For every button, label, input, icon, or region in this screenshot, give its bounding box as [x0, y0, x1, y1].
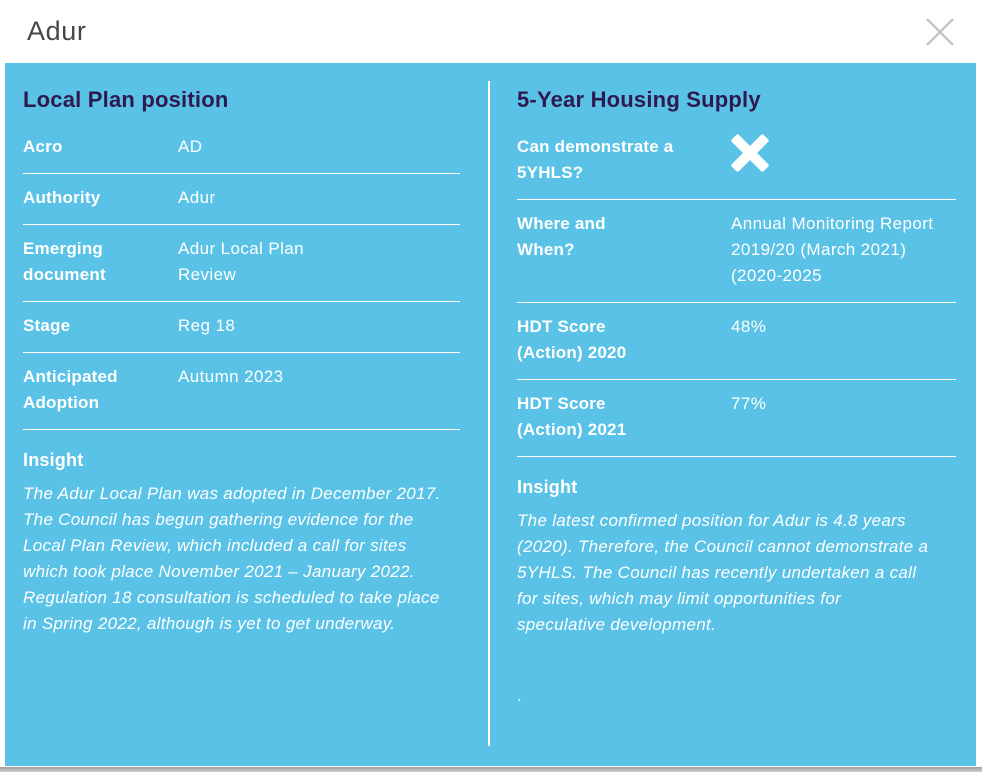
modal-header: Adur: [0, 0, 982, 63]
table-row-anticipated-adoption: Anticipated Adoption Autumn 2023: [23, 353, 460, 430]
table-row-authority: Authority Adur: [23, 174, 460, 225]
row-label: Anticipated Adoption: [23, 367, 118, 412]
row-value: Reg 18: [178, 316, 236, 335]
row-value: [731, 134, 956, 170]
row-label: HDT Score (Action) 2020: [517, 317, 627, 362]
table-row-acro: Acro AD: [23, 123, 460, 174]
row-label: HDT Score (Action) 2021: [517, 394, 627, 439]
row-value: 48%: [731, 317, 767, 336]
insight-text: The Adur Local Plan was adopted in Decem…: [23, 484, 441, 633]
row-label: Can demonstrate a 5YHLS?: [517, 137, 674, 182]
cross-icon: [731, 136, 769, 170]
housing-supply-heading: 5-Year Housing Supply: [517, 87, 761, 112]
row-label: Where and When?: [517, 214, 606, 259]
table-row-where-and-when: Where and When? Annual Monitoring Report…: [517, 200, 956, 303]
row-label: Authority: [23, 188, 101, 207]
close-icon: [926, 17, 954, 46]
table-row-can-demonstrate-5yhls: Can demonstrate a 5YHLS?: [517, 123, 956, 200]
housing-supply-section: 5-Year Housing Supply Can demonstrate a …: [490, 63, 976, 766]
table-row-hdt-score-2021: HDT Score (Action) 2021 77%: [517, 380, 956, 457]
table-row-stage: Stage Reg 18: [23, 302, 460, 353]
modal-title: Adur: [27, 16, 87, 46]
row-label: Emerging document: [23, 239, 106, 284]
row-value: Adur Local Plan Review: [178, 239, 305, 284]
local-plan-section: Local Plan position Acro AD Authority Ad…: [5, 63, 488, 766]
insight-heading: Insight: [517, 477, 578, 497]
row-value: Annual Monitoring Report 2019/20 (March …: [731, 214, 934, 285]
column-divider: [488, 81, 490, 746]
footnote-dot: .: [517, 686, 522, 705]
modal-body: Local Plan position Acro AD Authority Ad…: [5, 63, 976, 766]
insight-text: The latest confirmed position for Adur i…: [517, 511, 929, 634]
local-plan-heading: Local Plan position: [23, 87, 229, 112]
row-label: Acro: [23, 137, 63, 156]
row-value: 77%: [731, 394, 767, 413]
background-page-edge: [0, 767, 982, 772]
table-row-emerging-document: Emerging document Adur Local Plan Review: [23, 225, 460, 302]
row-value: Autumn 2023: [178, 367, 284, 386]
row-label: Stage: [23, 316, 71, 335]
row-value: Adur: [178, 188, 216, 207]
close-button[interactable]: [920, 12, 960, 52]
table-row-hdt-score-2020: HDT Score (Action) 2020 48%: [517, 303, 956, 380]
row-value: AD: [178, 137, 203, 156]
insight-heading: Insight: [23, 450, 84, 470]
